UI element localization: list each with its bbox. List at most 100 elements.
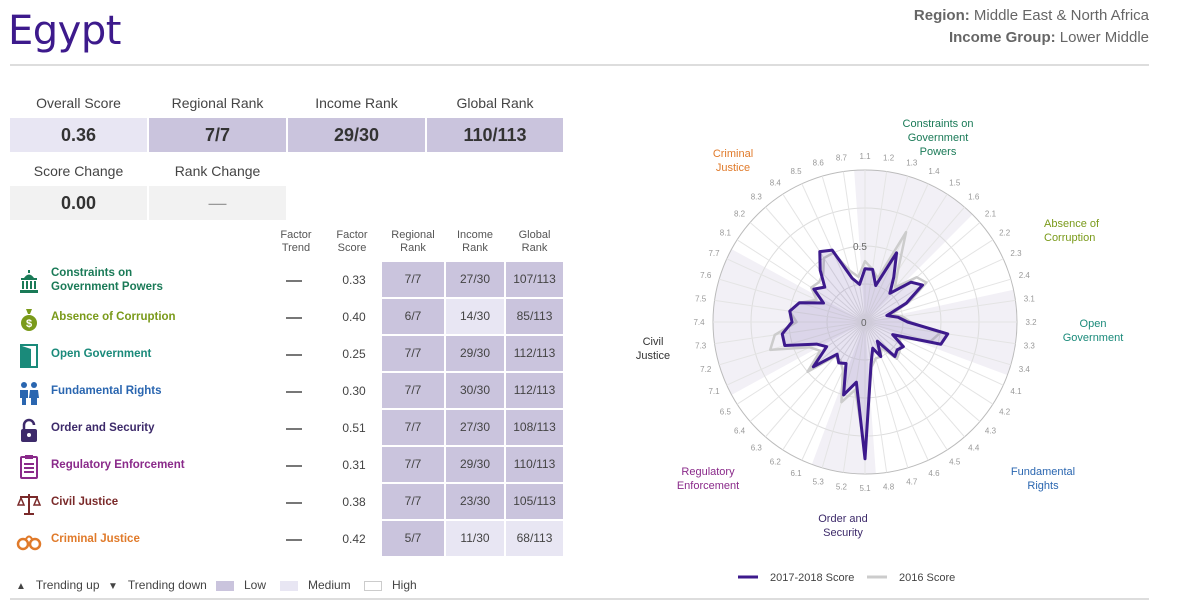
factor-score: 0.30 (342, 384, 366, 398)
radar-spoke (714, 321, 866, 345)
radar-spoke (864, 206, 965, 323)
factor-income-rank: 27/30 (446, 410, 504, 445)
factor-regional-rank: 7/7 (382, 410, 444, 445)
radar-category-label: 1.3 (906, 159, 918, 168)
radar-category-label: 1.1 (859, 152, 871, 161)
factor-regional-rank: 7/7 (382, 373, 444, 408)
legend-label-2016: 2016 Score (899, 572, 955, 584)
factor-global-rank: 108/113 (506, 410, 563, 445)
factor-global-rank: 112/113 (506, 336, 563, 371)
score-change-value: 0.00 (10, 186, 147, 220)
regional-rank-value: 7/7 (149, 118, 286, 152)
radar-factor-label: Corruption (1044, 232, 1095, 244)
region-value: Middle East & North Africa (973, 7, 1149, 24)
radar-spoke (864, 321, 929, 461)
factor-global-rank: 107/113 (506, 262, 563, 297)
radar-category-label: 4.1 (1010, 387, 1022, 396)
overall-score-label: Overall Score (36, 95, 121, 111)
radar-spoke (864, 239, 994, 323)
overall-score-value: 0.36 (10, 118, 147, 152)
radar-category-label: 1.2 (883, 154, 895, 163)
rank-change-value: — (149, 186, 286, 220)
factor-name: Absence of Corruption (51, 311, 176, 323)
legend-high: High (364, 578, 417, 592)
radar-category-label: 8.7 (836, 154, 848, 163)
radar-spoke (726, 321, 866, 386)
radar-category-label: 3.3 (1024, 342, 1036, 351)
radar-factor-label: Justice (636, 350, 670, 362)
radar-spoke (801, 321, 866, 461)
radar-category-label: 8.3 (751, 193, 763, 202)
factor-income-rank: 30/30 (446, 373, 504, 408)
radar-factor-label: Criminal (713, 148, 753, 160)
country-meta: Region: Middle East & North Africa Incom… (914, 5, 1149, 49)
regional-rank-label: Regional Rank (171, 95, 264, 111)
factor-trend (286, 354, 302, 356)
radar-category-label: 7.5 (695, 294, 707, 303)
factor-income-rank: 29/30 (446, 336, 504, 371)
radar-spoke (719, 321, 866, 366)
col-header-regional: Regional Rank (391, 229, 435, 254)
factor-score: 0.40 (342, 310, 366, 324)
factor-regional-rank: 7/7 (382, 336, 444, 371)
col-header-trend: Factor Trend (280, 229, 312, 254)
radar-factor-label: Constraints on (903, 118, 974, 130)
radar-category-label: 4.4 (968, 443, 980, 452)
factor-score: 0.42 (342, 532, 366, 546)
radar-factor-label: Government (1063, 332, 1124, 344)
svg-text:$: $ (26, 318, 32, 330)
radar-spoke (864, 321, 909, 468)
capitol-building-icon (16, 269, 42, 295)
radar-category-label: 4.3 (985, 427, 997, 436)
radar-category-label: 6.5 (720, 408, 732, 417)
radar-spoke (782, 321, 866, 451)
scales-icon (16, 491, 42, 517)
factor-regional-rank: 5/7 (382, 521, 444, 556)
radar-category-label: 8.4 (770, 178, 782, 187)
factor-regional-rank: 7/7 (382, 447, 444, 482)
radar-category-label: 4.5 (949, 458, 961, 467)
open-door-icon (16, 343, 42, 369)
score-change-label: Score Change (33, 163, 124, 179)
factor-income-rank: 14/30 (446, 299, 504, 334)
radar-spoke (864, 321, 1004, 386)
radar-category-label: 2.1 (985, 209, 997, 218)
factor-regional-rank: 7/7 (382, 262, 444, 297)
radar-factor-label: Fundamental (1011, 466, 1075, 478)
radar-category-label: 4.6 (928, 469, 940, 478)
radar-factor-label: Regulatory (681, 466, 735, 478)
radar-category-label: 3.1 (1024, 294, 1036, 303)
factor-score: 0.38 (342, 495, 366, 509)
radar-factor-label: Civil (643, 336, 664, 348)
factor-name: Open Government (51, 348, 152, 360)
factor-global-rank: 68/113 (506, 521, 563, 556)
factor-name: Criminal Justice (51, 533, 140, 545)
radar-category-label: 8.1 (720, 228, 732, 237)
people-icon (16, 380, 42, 406)
radar-spoke (864, 176, 909, 323)
radar-category-label: 3.4 (1019, 365, 1031, 374)
radar-category-label: 5.3 (813, 477, 825, 486)
radar-center-label: 0 (861, 318, 867, 329)
factor-row: $ Absence of Corruption 0.40 6/7 14/30 85/113 (14, 299, 574, 336)
legend-trending-up: ▲ Trending up (16, 578, 100, 592)
radar-category-label: 7.3 (695, 342, 707, 351)
radar-factor-label: Security (823, 527, 863, 539)
income-group-label: Income Group: (948, 29, 1056, 46)
factor-trend (286, 280, 302, 282)
radar-spoke (864, 321, 888, 473)
income-rank-label: Income Rank (315, 95, 398, 111)
padlock-icon (16, 417, 42, 443)
radar-spoke (821, 176, 866, 323)
legend-medium: Medium (280, 578, 351, 592)
factor-trend (286, 391, 302, 393)
income-rank-value: 29/30 (288, 118, 425, 152)
factor-income-rank: 11/30 (446, 521, 504, 556)
radar-category-label: 1.6 (968, 193, 980, 202)
radar-category-label: 8.2 (734, 209, 746, 218)
radar-category-label: 7.2 (700, 365, 712, 374)
factor-name: Civil Justice (51, 496, 119, 508)
radar-factor-label: Justice (716, 162, 750, 174)
radar-category-label: 7.7 (708, 249, 720, 258)
radar-category-label: 6.4 (734, 427, 746, 436)
